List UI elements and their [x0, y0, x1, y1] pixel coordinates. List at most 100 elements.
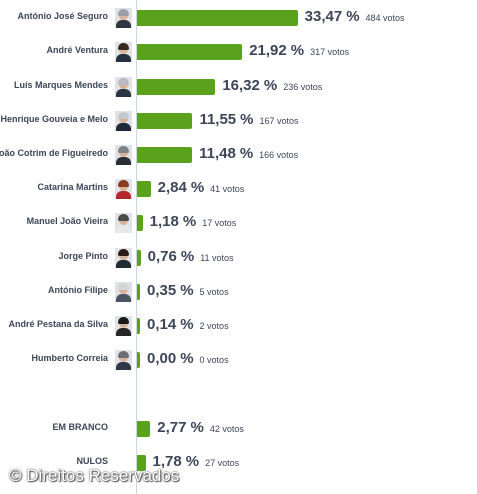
candidate-name: Luís Marques Mendes [13, 80, 108, 90]
vote-count: 0 votos [199, 355, 229, 365]
percent-sign: % [240, 111, 254, 128]
bar-baseline [136, 0, 137, 494]
percentage-value: 21,92 [249, 42, 287, 59]
percentage-value: 1,78 [152, 453, 182, 470]
result-row: António José Seguro 33,47% 484 votos [0, 6, 477, 30]
vote-count: 17 votos [202, 218, 237, 228]
candidate-photo [115, 213, 132, 233]
percent-sign: % [239, 145, 254, 162]
vote-count: 317 votos [310, 47, 350, 57]
candidate-photo [115, 111, 132, 131]
percentage-value: 0,00 [147, 350, 177, 367]
percent-sign: % [180, 248, 195, 265]
result-row: André Pestana da Silva 0,14% 2 votos [0, 314, 477, 338]
candidate-name: NULOS [76, 456, 109, 466]
result-bar [137, 113, 193, 129]
percent-sign: % [180, 350, 194, 367]
result-row: Luís Marques Mendes 16,32% 236 votos [0, 75, 477, 99]
vote-count: 166 votos [259, 150, 299, 160]
percentage-value: 16,32 [222, 77, 260, 94]
result-bar [137, 250, 141, 266]
value-label: 16,32% 236 votos [222, 77, 322, 94]
result-row: NULOS 1,78% 27 votos [0, 451, 477, 475]
result-bar [137, 352, 140, 368]
result-bar [137, 79, 216, 95]
candidate-photo [115, 42, 132, 62]
percentage-value: 2,77 [157, 419, 187, 436]
candidate-name: EM BRANCO [52, 422, 109, 432]
vote-count: 11 votos [200, 253, 234, 263]
percent-sign: % [185, 453, 200, 470]
value-label: 0,00% 0 votos [147, 350, 229, 367]
result-bar [137, 318, 140, 334]
result-bar [137, 147, 193, 163]
vote-count: 167 votos [259, 116, 299, 126]
result-row: Jorge Pinto 0,76% 11 votos [0, 246, 477, 270]
value-label: 11,55% 167 votos [199, 111, 298, 128]
value-label: 2,77% 42 votos [157, 419, 244, 436]
percentage-value: 11,55 [199, 111, 237, 128]
result-row: André Ventura 21,92% 317 votos [0, 40, 477, 64]
vote-count: 236 votos [283, 82, 323, 92]
result-bar [137, 181, 151, 197]
candidate-name: André Ventura [46, 45, 108, 55]
vote-count: 484 votos [365, 13, 405, 23]
candidate-photo [115, 350, 132, 370]
value-label: 11,48% 166 votos [199, 145, 298, 162]
result-bar [137, 44, 243, 60]
candidate-photo [115, 179, 132, 199]
percentage-value: 0,35 [147, 282, 177, 299]
percentage-value: 1,18 [149, 213, 179, 230]
percent-sign: % [190, 419, 204, 436]
vote-count: 2 votos [199, 321, 229, 331]
percentage-value: 33,47 [304, 8, 343, 25]
percent-sign: % [263, 77, 278, 94]
percent-sign: % [190, 179, 205, 196]
candidate-name: Manuel João Vieira [26, 216, 108, 226]
value-label: 0,14% 2 votos [147, 316, 229, 333]
candidate-photo [115, 145, 132, 165]
candidate-name: Henrique Gouveia e Melo [0, 114, 108, 124]
copyright-watermark: © Direitos Reservados [9, 466, 180, 485]
vote-count: 41 votos [210, 184, 245, 194]
percent-sign: % [346, 8, 360, 25]
result-row: Humberto Correia 0,00% 0 votos [0, 348, 477, 372]
vote-count: 5 votos [199, 287, 229, 297]
percent-sign: % [180, 282, 194, 299]
candidate-name: Humberto Correia [31, 353, 108, 363]
result-row: António Filipe 0,35% 5 votos [0, 280, 477, 304]
value-label: 1,78% 27 votos [153, 453, 240, 470]
candidate-name: Catarina Martins [37, 182, 108, 192]
percent-sign: % [182, 213, 197, 230]
value-label: 21,92% 317 votos [249, 42, 349, 59]
result-bar [137, 421, 151, 437]
result-row: Henrique Gouveia e Melo 11,55% 167 votos [0, 109, 477, 133]
candidate-name: André Pestana da Silva [8, 319, 108, 329]
percentage-value: 0,14 [147, 316, 177, 333]
result-row: EM BRANCO 2,77% 42 votos [0, 417, 477, 441]
percent-sign: % [290, 42, 305, 59]
candidate-photo [115, 248, 132, 268]
result-bar [137, 10, 298, 26]
result-bar [137, 284, 140, 300]
candidate-photo [115, 8, 132, 28]
vote-count: 42 votos [209, 424, 244, 434]
value-label: 0,35% 5 votos [147, 282, 229, 299]
candidate-name: António José Seguro [17, 11, 108, 21]
result-bar [137, 215, 143, 231]
value-label: 33,47% 484 votos [305, 8, 405, 25]
candidate-name: João Cotrim de Figueiredo [0, 148, 108, 158]
percentage-value: 2,84 [157, 179, 187, 196]
percent-sign: % [180, 316, 194, 333]
result-row: João Cotrim de Figueiredo 11,48% 166 votos [0, 143, 477, 167]
value-label: 2,84% 41 votos [158, 179, 245, 196]
candidate-photo [115, 282, 132, 302]
value-label: 1,18% 17 votos [150, 213, 237, 230]
candidate-name: António Filipe [48, 285, 108, 295]
candidate-photo [115, 77, 132, 97]
percentage-value: 11,48 [199, 145, 236, 162]
vote-count: 27 votos [205, 458, 240, 468]
result-row: Catarina Martins 2,84% 41 votos [0, 177, 477, 201]
percentage-value: 0,76 [147, 248, 177, 265]
